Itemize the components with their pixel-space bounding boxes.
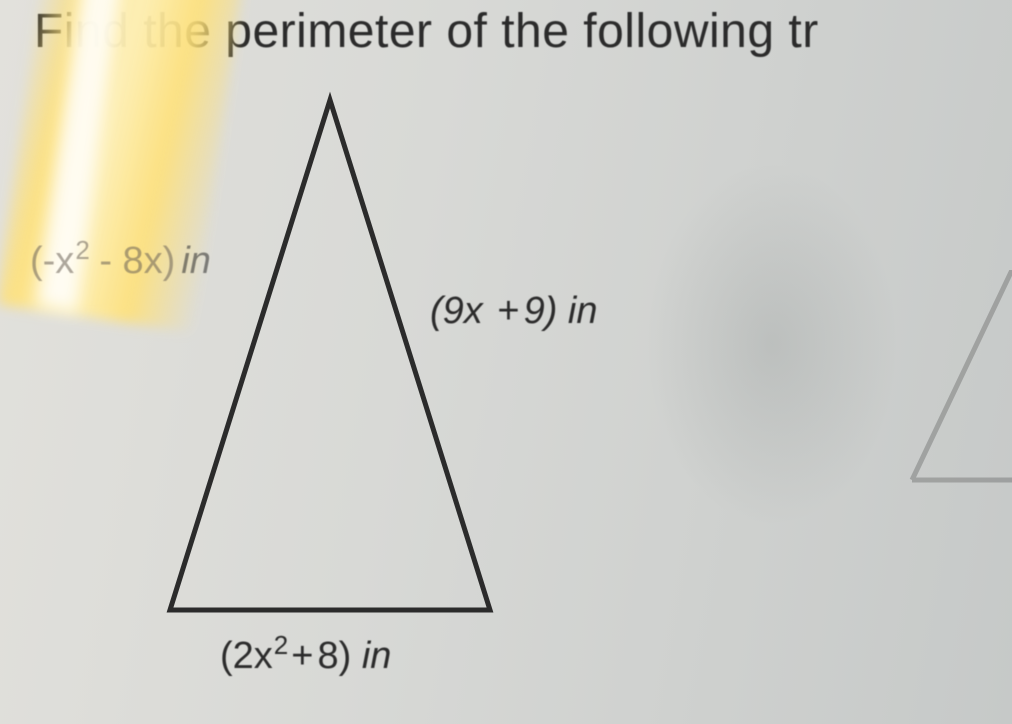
question-text: Find the perimeter of the following tr [34,4,1012,59]
side-right-plus: + [493,290,523,332]
side-left-prefix: (-x [30,240,74,282]
worksheet-photo: Find the perimeter of the following tr (… [0,0,1012,724]
side-left-unit: in [181,240,211,282]
adjacent-figure-peek [902,270,1012,490]
triangle-svg [140,90,660,700]
side-bottom-prefix: (2x [220,635,273,677]
side-right-open: (9x [430,290,483,332]
side-left-exp: 2 [75,235,89,265]
side-bottom-rest: 8) [317,635,351,677]
side-bottom-unit: in [362,635,392,677]
side-bottom-exp: 2 [274,630,288,660]
side-label-right: (9x +9) in [430,290,598,333]
triangle-shape [170,100,490,610]
side-right-unit: in [568,290,598,332]
side-label-left: (-x2 - 8x)in [30,240,211,283]
side-right-rest: 9) [524,290,558,332]
side-left-mid: - 8x) [89,240,176,282]
side-bottom-plus: + [287,635,317,677]
triangle-figure: (-x2 - 8x)in (9x +9) in (2x2+8) in [140,90,660,700]
side-label-bottom: (2x2+8) in [220,635,391,678]
